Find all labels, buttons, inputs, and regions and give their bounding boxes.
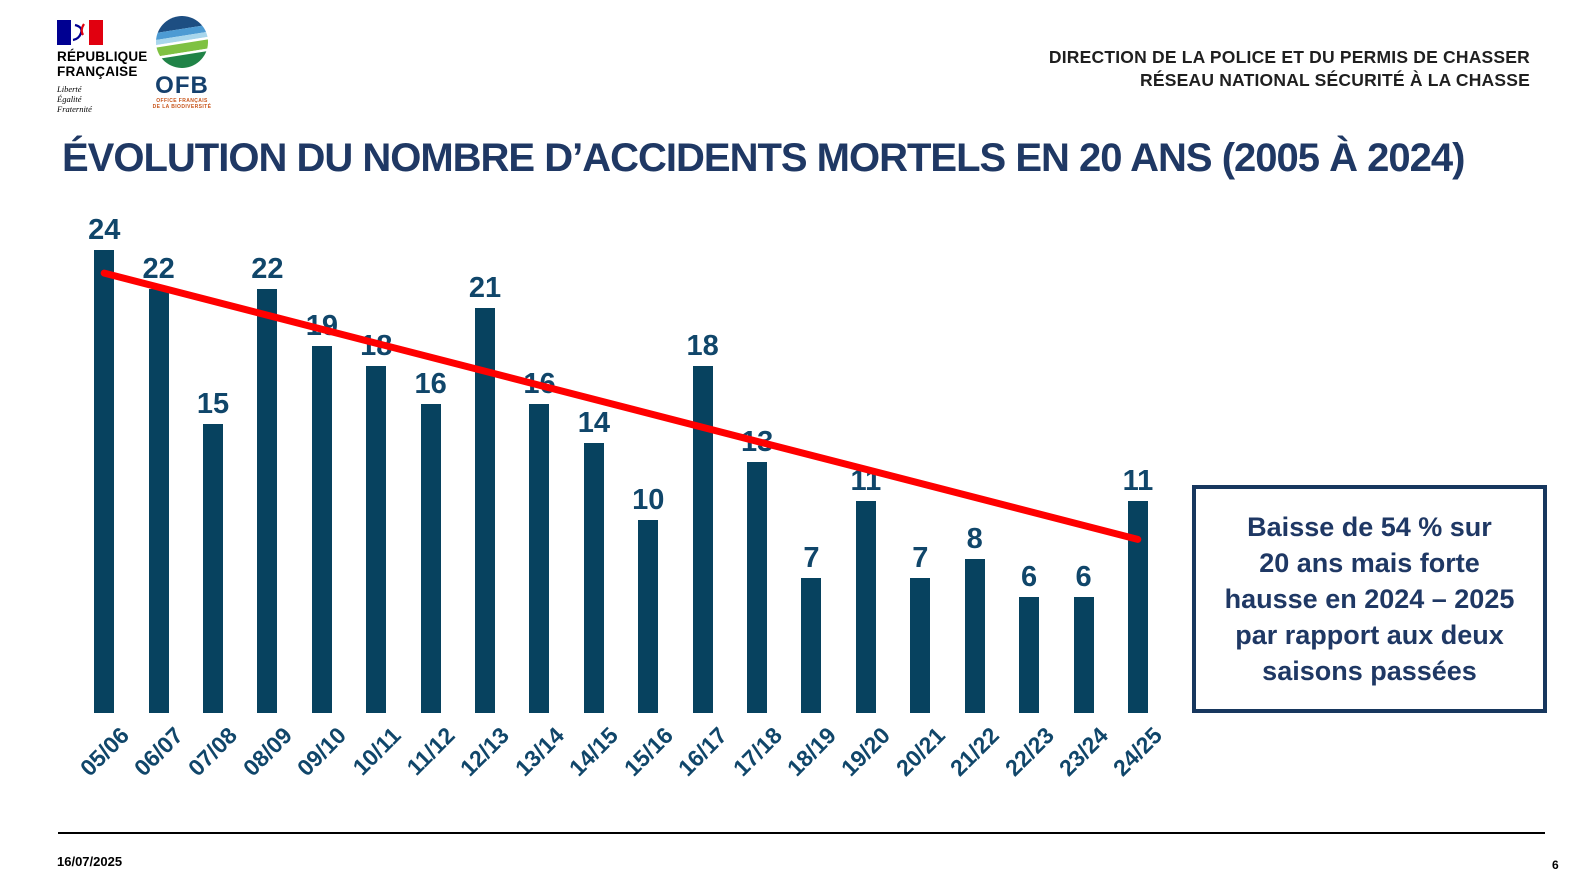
bar bbox=[1019, 597, 1040, 713]
callout-line2: 20 ans mais forte bbox=[1259, 548, 1480, 578]
x-axis-label: 18/19 bbox=[781, 722, 841, 782]
bar-group: 7 20/21 bbox=[891, 250, 950, 781]
bar-value-label: 7 bbox=[803, 541, 820, 574]
bar-group: 18 10/11 bbox=[347, 250, 405, 780]
rf-motto-line1: Liberté bbox=[57, 84, 82, 94]
ofb-globe-icon bbox=[152, 12, 212, 72]
rf-motto-line3: Fraternité bbox=[57, 104, 92, 114]
x-axis-label: 09/10 bbox=[292, 722, 352, 782]
bar-chart: 24 05/06 22 06/07 15 07/08 22 08/09 19 09/10 18 10/… bbox=[75, 215, 1168, 781]
bar bbox=[529, 404, 550, 713]
ofb-acronym: OFB bbox=[155, 72, 209, 99]
x-axis-label: 20/21 bbox=[890, 722, 950, 782]
bar bbox=[692, 365, 713, 713]
bar-value-label: 7 bbox=[912, 541, 929, 574]
bar bbox=[1127, 500, 1148, 713]
callout-line5: saisons passées bbox=[1262, 656, 1477, 686]
x-axis-label: 13/14 bbox=[509, 722, 569, 782]
x-axis-label: 16/17 bbox=[672, 722, 733, 782]
bar-value-label: 11 bbox=[1122, 464, 1154, 497]
bar-value-label: 24 bbox=[88, 214, 121, 246]
bar bbox=[1073, 597, 1094, 713]
x-axis-label: 21/22 bbox=[945, 722, 1005, 782]
bar-group: 14 14/15 bbox=[564, 250, 623, 781]
header-direction-line1: DIRECTION DE LA POLICE ET DU PERMIS DE C… bbox=[1048, 47, 1530, 67]
bar bbox=[638, 520, 659, 713]
x-axis-label: 07/08 bbox=[183, 722, 243, 782]
bar-group: 18 16/17 bbox=[673, 250, 732, 781]
x-axis-label: 17/18 bbox=[727, 722, 787, 782]
bar bbox=[747, 462, 768, 713]
callout-line3: hausse en 2024 – 2025 bbox=[1224, 584, 1515, 614]
bar-group: 11 24/25 bbox=[1108, 250, 1167, 781]
republique-francaise-logo: RÉPUBLIQUE FRANÇAISE Liberté Égalité Fra… bbox=[57, 20, 149, 114]
x-axis-label: 24/25 bbox=[1108, 722, 1168, 782]
bar-group: 22 06/07 bbox=[129, 250, 188, 781]
footer-divider bbox=[58, 832, 1545, 834]
footer-page-number: 6 bbox=[1552, 858, 1559, 872]
bar bbox=[855, 500, 876, 713]
x-axis-label: 05/06 bbox=[74, 722, 134, 782]
bar bbox=[964, 558, 985, 713]
bar bbox=[203, 423, 224, 713]
x-axis-label: 23/24 bbox=[1053, 722, 1113, 782]
bar bbox=[148, 288, 169, 713]
bar bbox=[94, 250, 115, 713]
x-axis-label: 15/16 bbox=[618, 722, 678, 782]
ofb-logo: OFB OFFICE FRANÇAIS DE LA BIODIVERSITÉ bbox=[151, 12, 213, 110]
bar bbox=[910, 577, 931, 713]
ofb-subtitle-line2: DE LA BIODIVERSITÉ bbox=[152, 104, 212, 110]
bar-group: 21 12/13 bbox=[455, 250, 514, 781]
footer-date: 16/07/2025 bbox=[57, 854, 123, 869]
french-flag-icon bbox=[57, 20, 103, 45]
rf-name-line2: FRANÇAISE bbox=[57, 64, 138, 79]
bar-group: 8 21/22 bbox=[945, 250, 1004, 781]
bar-group: 24 05/06 bbox=[75, 215, 134, 781]
x-axis-label: 10/11 bbox=[347, 722, 406, 781]
callout-box: Baisse de 54 % sur 20 ans mais forte hau… bbox=[1192, 485, 1547, 713]
x-axis-label: 06/07 bbox=[128, 722, 188, 782]
bar-group: 11 19/20 bbox=[836, 250, 895, 781]
page-title: ÉVOLUTION DU NOMBRE D’ACCIDENTS MORTELS … bbox=[62, 136, 1465, 180]
bar-group: 10 15/16 bbox=[619, 250, 678, 781]
header-direction-text: DIRECTION DE LA POLICE ET DU PERMIS DE C… bbox=[1049, 46, 1530, 92]
callout-line1: Baisse de 54 % sur bbox=[1247, 512, 1492, 542]
bar bbox=[583, 442, 604, 713]
x-axis-label: 19/20 bbox=[836, 722, 896, 782]
bar-value-label: 6 bbox=[1021, 561, 1038, 594]
bar bbox=[420, 404, 441, 713]
bar-group: 6 22/23 bbox=[999, 250, 1058, 781]
bar bbox=[475, 307, 496, 713]
callout-line4: par rapport aux deux bbox=[1235, 620, 1504, 650]
ofb-subtitle-line1: OFFICE FRANÇAIS bbox=[156, 98, 208, 104]
bar-group: 15 07/08 bbox=[183, 250, 242, 781]
bar bbox=[257, 288, 278, 713]
rf-name-line1: RÉPUBLIQUE bbox=[57, 49, 148, 64]
header-direction-line2: RÉSEAU NATIONAL SÉCURITÉ À LA CHASSE bbox=[1140, 70, 1530, 90]
bar-group: 16 11/12 bbox=[402, 250, 460, 780]
bar-group: 6 23/24 bbox=[1054, 250, 1113, 781]
bar-group: 7 18/19 bbox=[782, 250, 841, 781]
bar bbox=[801, 577, 822, 713]
x-axis-label: 14/15 bbox=[564, 722, 624, 782]
bar-group: 16 13/14 bbox=[510, 250, 569, 781]
bar-group: 13 17/18 bbox=[727, 250, 786, 781]
x-axis-label: 12/13 bbox=[455, 722, 515, 782]
x-axis-label: 22/23 bbox=[999, 722, 1059, 782]
bar bbox=[311, 346, 332, 713]
bar-value-label: 6 bbox=[1075, 561, 1092, 594]
bar-group: 19 09/10 bbox=[292, 250, 351, 781]
rf-motto-line2: Égalité bbox=[57, 94, 82, 104]
x-axis-label: 08/09 bbox=[237, 722, 297, 782]
x-axis-label: 11/12 bbox=[401, 722, 461, 781]
bar bbox=[366, 365, 387, 713]
